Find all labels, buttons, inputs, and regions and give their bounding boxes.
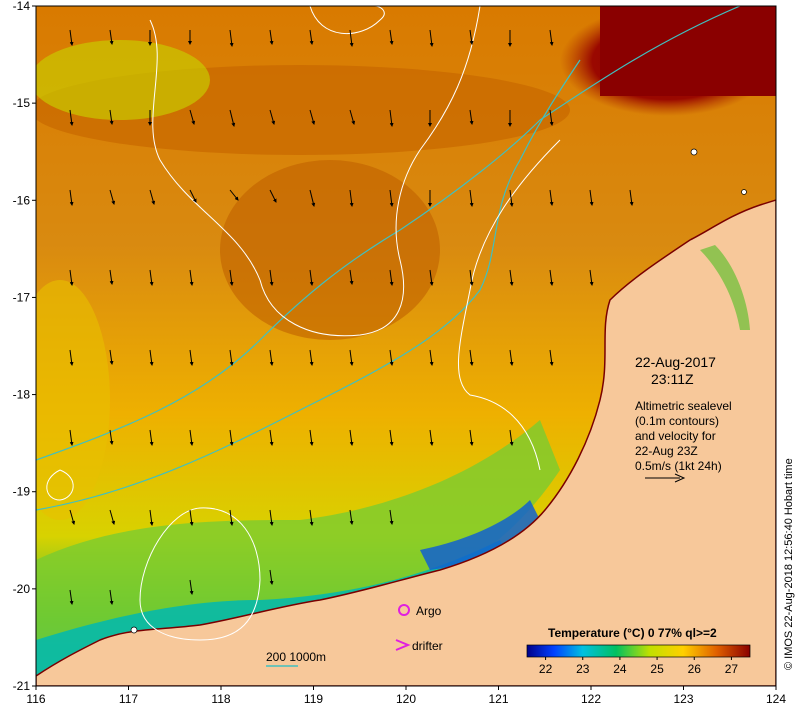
- y-tick-label: -20: [13, 582, 31, 596]
- x-tick-label: 119: [304, 692, 323, 706]
- credit-text: © IMOS 22-Aug-2018 12:56:40 Hobart time: [783, 458, 795, 670]
- argo-label: Argo: [416, 604, 442, 618]
- cool-band: [36, 280, 110, 520]
- annotation-desc-2: (0.1m contours): [635, 414, 719, 428]
- y-tick-label: -15: [13, 96, 31, 110]
- annotation-desc-4: 22-Aug 23Z: [635, 444, 698, 458]
- hot-region: [600, 6, 776, 96]
- x-tick-label: 124: [766, 692, 786, 706]
- isobath-1000m: [36, 59, 581, 511]
- platform-legend: Argo drifter: [395, 604, 443, 653]
- annotation-desc-3: and velocity for: [635, 429, 716, 443]
- y-axis: -14 -15 -16 -17 -18 -19 -20 -21: [13, 0, 36, 693]
- velocity-vectors: [69, 29, 634, 605]
- x-tick-label: 123: [673, 692, 693, 706]
- annotation-block: 22-Aug-2017 23:11Z Altimetric sealevel (…: [635, 354, 732, 483]
- x-tick-label: 116: [26, 692, 45, 706]
- x-tick-label: 117: [119, 692, 138, 706]
- land-mass: [36, 199, 776, 686]
- annotation-desc-1: Altimetric sealevel: [635, 399, 732, 413]
- colorbar-tick-label: 26: [688, 662, 702, 676]
- land-inlet: [700, 245, 750, 330]
- x-tick-label: 121: [488, 692, 508, 706]
- drifter-label: drifter: [412, 639, 443, 653]
- velocity-scale-arrowhead: [674, 473, 686, 483]
- island: [130, 626, 138, 634]
- x-tick-label: 118: [211, 692, 230, 706]
- annotation-date: 22-Aug-2017: [635, 354, 716, 370]
- annotation-time: 23:11Z: [651, 371, 694, 387]
- colorbar-title: Temperature (°C) 0 77% ql>=2: [548, 626, 717, 640]
- colorbar: Temperature (°C) 0 77% ql>=2 22 23 24 25 26 2…: [526, 626, 751, 676]
- island: [690, 148, 698, 156]
- warm-band: [220, 160, 440, 340]
- island: [741, 189, 747, 195]
- colorbar-tick-label: 25: [650, 662, 664, 676]
- colorbar-ramp: [526, 644, 751, 658]
- isobath-200m: [36, 6, 741, 461]
- map-area: [36, 6, 776, 686]
- annotation-desc-5: 0.5m/s (1kt 24h): [635, 459, 722, 473]
- y-tick-label: -16: [13, 193, 31, 207]
- cool-band: [36, 40, 210, 120]
- y-tick-label: -19: [13, 485, 31, 499]
- x-axis: 116 117 118 119 120 121 122 123 124: [26, 686, 786, 706]
- isobath-label: 200 1000m: [266, 650, 326, 664]
- colorbar-tick-label: 22: [539, 662, 553, 676]
- x-tick-label: 122: [581, 692, 601, 706]
- colorbar-tick-label: 27: [725, 662, 739, 676]
- x-tick-label: 120: [396, 692, 416, 706]
- cold-coastal-water: [420, 500, 540, 570]
- colorbar-tick-label: 24: [613, 662, 627, 676]
- y-tick-label: -17: [13, 290, 31, 304]
- colorbar-ticks: 22 23 24 25 26 27: [539, 657, 739, 676]
- drifter-marker-icon: [395, 639, 411, 651]
- y-tick-label: -21: [13, 679, 31, 693]
- isobath-legend: 200 1000m: [266, 650, 326, 667]
- y-tick-label: -14: [13, 0, 31, 13]
- colorbar-tick-label: 23: [576, 662, 590, 676]
- argo-marker-icon: [398, 604, 410, 616]
- y-tick-label: -18: [13, 388, 31, 402]
